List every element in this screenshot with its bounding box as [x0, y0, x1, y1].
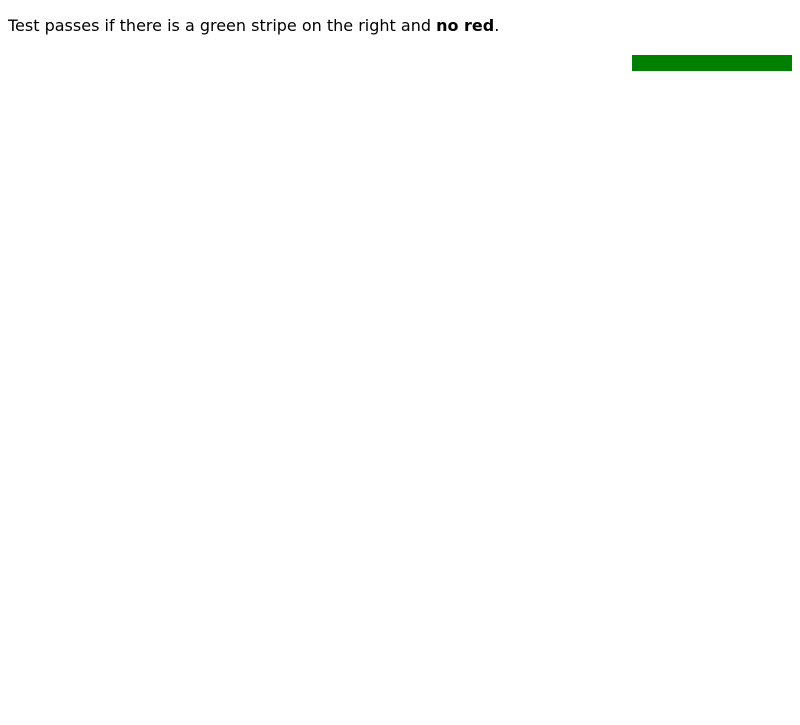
- green-stripe: [632, 55, 792, 71]
- instruction-emphasis: no red: [436, 16, 495, 35]
- test-instruction: Test passes if there is a green stripe o…: [8, 16, 499, 36]
- instruction-suffix: .: [494, 16, 500, 35]
- instruction-prefix: Test passes if there is a green stripe o…: [8, 16, 437, 35]
